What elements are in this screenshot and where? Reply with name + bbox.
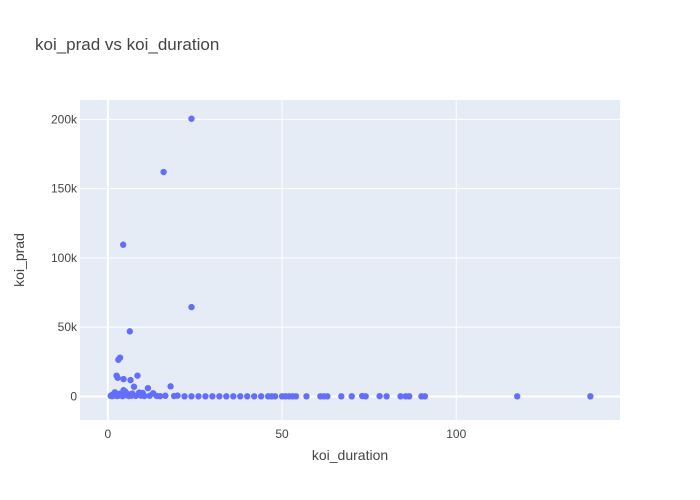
data-point: [188, 303, 195, 311]
data-point: [223, 393, 230, 400]
data-point: [195, 393, 202, 400]
data-point: [250, 393, 258, 400]
data-point: [376, 392, 383, 400]
data-point: [383, 393, 390, 400]
data-point: [126, 328, 134, 335]
data-point: [271, 393, 279, 400]
plot-area: [80, 100, 620, 420]
tick-labels: 0 50k 100k 150k 200k 0 50 100: [51, 112, 467, 441]
data-point: [292, 393, 300, 400]
data-point: [188, 393, 195, 400]
data-point: [230, 393, 237, 400]
data-point: [160, 168, 167, 176]
data-points: [107, 115, 594, 400]
data-point: [188, 115, 195, 122]
data-point: [181, 393, 188, 400]
data-point: [257, 393, 265, 400]
data-point: [144, 384, 152, 392]
data-point: [362, 393, 369, 400]
data-point: [514, 393, 521, 400]
data-point: [174, 392, 181, 399]
data-point: [237, 393, 244, 400]
x-tick-label: 100: [446, 427, 466, 441]
y-tick-label: 50k: [58, 320, 78, 334]
y-tick-label: 100k: [51, 251, 78, 265]
y-tick-label: 150k: [51, 182, 78, 196]
data-point: [130, 383, 138, 390]
data-point: [167, 383, 174, 390]
data-point: [244, 393, 251, 400]
data-point: [127, 376, 134, 384]
data-point: [146, 392, 153, 399]
data-point: [338, 393, 345, 400]
data-point: [348, 393, 355, 400]
data-point: [156, 392, 164, 400]
data-point: [202, 393, 209, 400]
y-tick-label: 0: [70, 389, 77, 403]
data-point: [303, 393, 310, 400]
x-tick-label: 0: [105, 427, 112, 441]
data-point: [324, 393, 331, 400]
data-point: [216, 393, 223, 400]
y-axis-title: koi_prad: [11, 233, 27, 287]
chart-title: koi_prad vs koi_duration: [35, 35, 219, 54]
data-point: [162, 392, 169, 399]
data-point: [120, 375, 127, 383]
data-point: [209, 393, 216, 400]
data-point: [406, 393, 413, 400]
x-tick-label: 50: [275, 427, 289, 441]
data-point: [397, 393, 404, 400]
y-tick-label: 200k: [51, 112, 78, 126]
data-point: [115, 356, 122, 363]
data-point: [120, 241, 127, 248]
data-point: [114, 374, 121, 381]
data-point: [587, 393, 594, 400]
data-point: [141, 392, 148, 400]
x-axis-title: koi_duration: [312, 447, 388, 463]
data-point: [134, 372, 141, 379]
data-point: [421, 393, 429, 400]
data-point: [132, 392, 139, 400]
